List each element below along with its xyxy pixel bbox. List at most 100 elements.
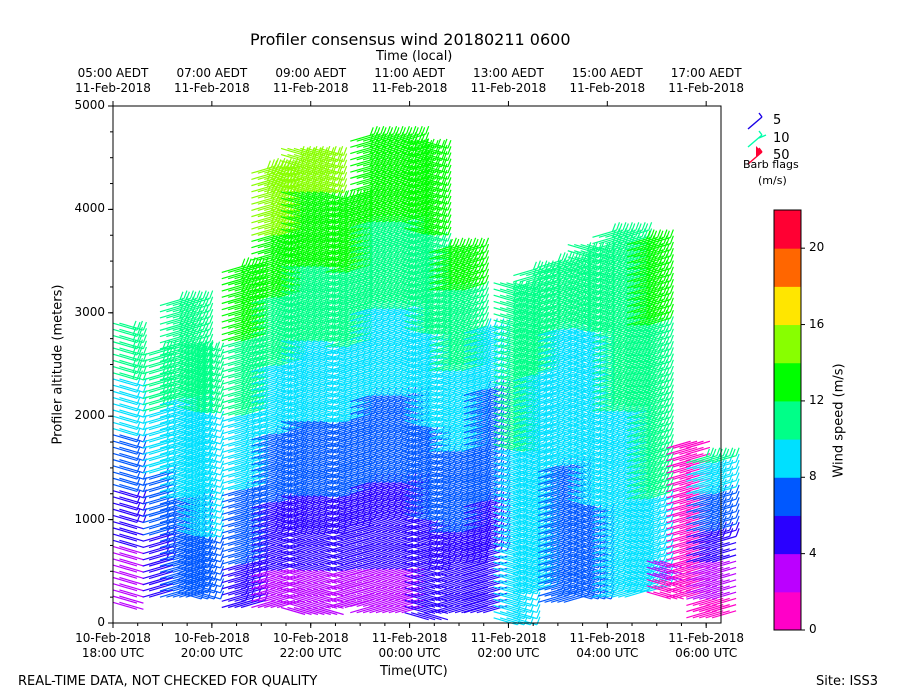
wind-barbs-layer — [112, 125, 740, 626]
wind-barb — [112, 446, 138, 455]
wind-barb — [119, 459, 144, 468]
wind-barb — [112, 545, 138, 555]
wind-barb — [112, 508, 138, 517]
wind-barb — [148, 570, 174, 580]
wind-barb — [148, 521, 174, 530]
wind-barb — [142, 415, 167, 425]
wind-barb — [148, 477, 174, 487]
wind-barb — [148, 471, 174, 480]
wind-barb — [142, 471, 167, 480]
wind-barb — [119, 359, 144, 368]
wind-barb — [112, 403, 138, 412]
wind-barb — [119, 589, 144, 598]
wind-barb — [148, 422, 174, 431]
barb-feather — [138, 320, 143, 330]
wind-barb — [112, 564, 138, 573]
wind-barb — [142, 428, 167, 437]
wind-barb — [148, 527, 174, 536]
wind-barb — [119, 533, 144, 542]
wind-barb — [119, 378, 144, 387]
wind-barb — [142, 453, 167, 462]
barb-segment — [112, 320, 147, 610]
wind-barb — [112, 452, 138, 462]
wind-barb — [119, 570, 144, 579]
wind-barb — [112, 372, 138, 381]
wind-barb — [148, 552, 174, 561]
wind-barb — [148, 446, 174, 456]
wind-barb — [112, 601, 138, 610]
barb-feather — [202, 290, 207, 299]
wind-barb — [119, 552, 144, 561]
barb-feather — [183, 290, 188, 299]
wind-barb — [112, 483, 138, 493]
wind-barb — [112, 539, 138, 548]
wind-barb — [112, 415, 138, 424]
wind-barb — [119, 539, 144, 548]
wind-barb — [112, 527, 138, 536]
wind-barb — [112, 490, 138, 499]
wind-barb — [148, 502, 174, 511]
barb-feather — [192, 291, 197, 300]
wind-barb — [119, 508, 144, 517]
wind-barb — [112, 471, 138, 480]
wind-barb — [119, 384, 144, 393]
wind-barb — [119, 341, 144, 350]
barb-feather — [138, 364, 143, 373]
wind-barb — [119, 347, 144, 356]
wind-barb — [119, 446, 144, 455]
wind-barb — [112, 397, 138, 406]
barb-feather — [179, 291, 184, 300]
wind-barb — [112, 465, 138, 474]
wind-barb — [119, 353, 144, 362]
wind-barb — [148, 496, 174, 505]
wind-barb — [148, 440, 174, 449]
wind-barb — [112, 477, 138, 486]
wind-barb — [142, 422, 167, 431]
barb-feather — [142, 328, 147, 337]
wind-barb — [112, 328, 138, 337]
wind-barb — [148, 589, 174, 598]
wind-barb — [142, 484, 167, 493]
wind-barb — [142, 477, 167, 487]
wind-barb — [142, 446, 167, 456]
wind-barb — [119, 521, 144, 530]
wind-barb — [119, 415, 144, 424]
wind-barb — [119, 365, 144, 375]
wind-barb — [119, 595, 144, 604]
wind-barb — [119, 514, 144, 524]
barb-feather — [142, 346, 147, 356]
wind-barb — [112, 334, 138, 344]
wind-barb — [142, 508, 167, 518]
wind-barb — [142, 558, 167, 567]
wind-barb — [112, 552, 138, 561]
wind-barb — [148, 428, 174, 437]
wind-barb — [119, 440, 144, 449]
wind-barb — [119, 558, 144, 567]
wind-barb — [119, 545, 144, 555]
wind-barb — [142, 533, 167, 542]
wind-barb — [112, 570, 138, 579]
wind-barb — [148, 409, 174, 418]
wind-barb — [142, 465, 167, 474]
wind-barb — [148, 490, 174, 499]
wind-barb — [142, 459, 167, 468]
wind-barb — [148, 434, 174, 443]
wind-barb — [119, 434, 144, 443]
wind-barb — [119, 490, 144, 499]
wind-barb — [112, 341, 138, 350]
wind-barb — [119, 465, 144, 474]
wind-barb — [112, 533, 138, 542]
wind-barb — [142, 496, 167, 505]
wind-barb — [112, 365, 138, 375]
wind-barb — [148, 564, 174, 573]
wind-barb — [119, 483, 144, 493]
barb-feather — [138, 339, 143, 348]
wind-barb — [142, 527, 167, 536]
wind-barb — [148, 577, 174, 586]
wind-barb — [112, 514, 138, 524]
barb-feather — [138, 357, 143, 367]
wind-barb — [148, 583, 174, 592]
wind-barb — [142, 434, 167, 443]
wind-barb — [112, 502, 138, 511]
